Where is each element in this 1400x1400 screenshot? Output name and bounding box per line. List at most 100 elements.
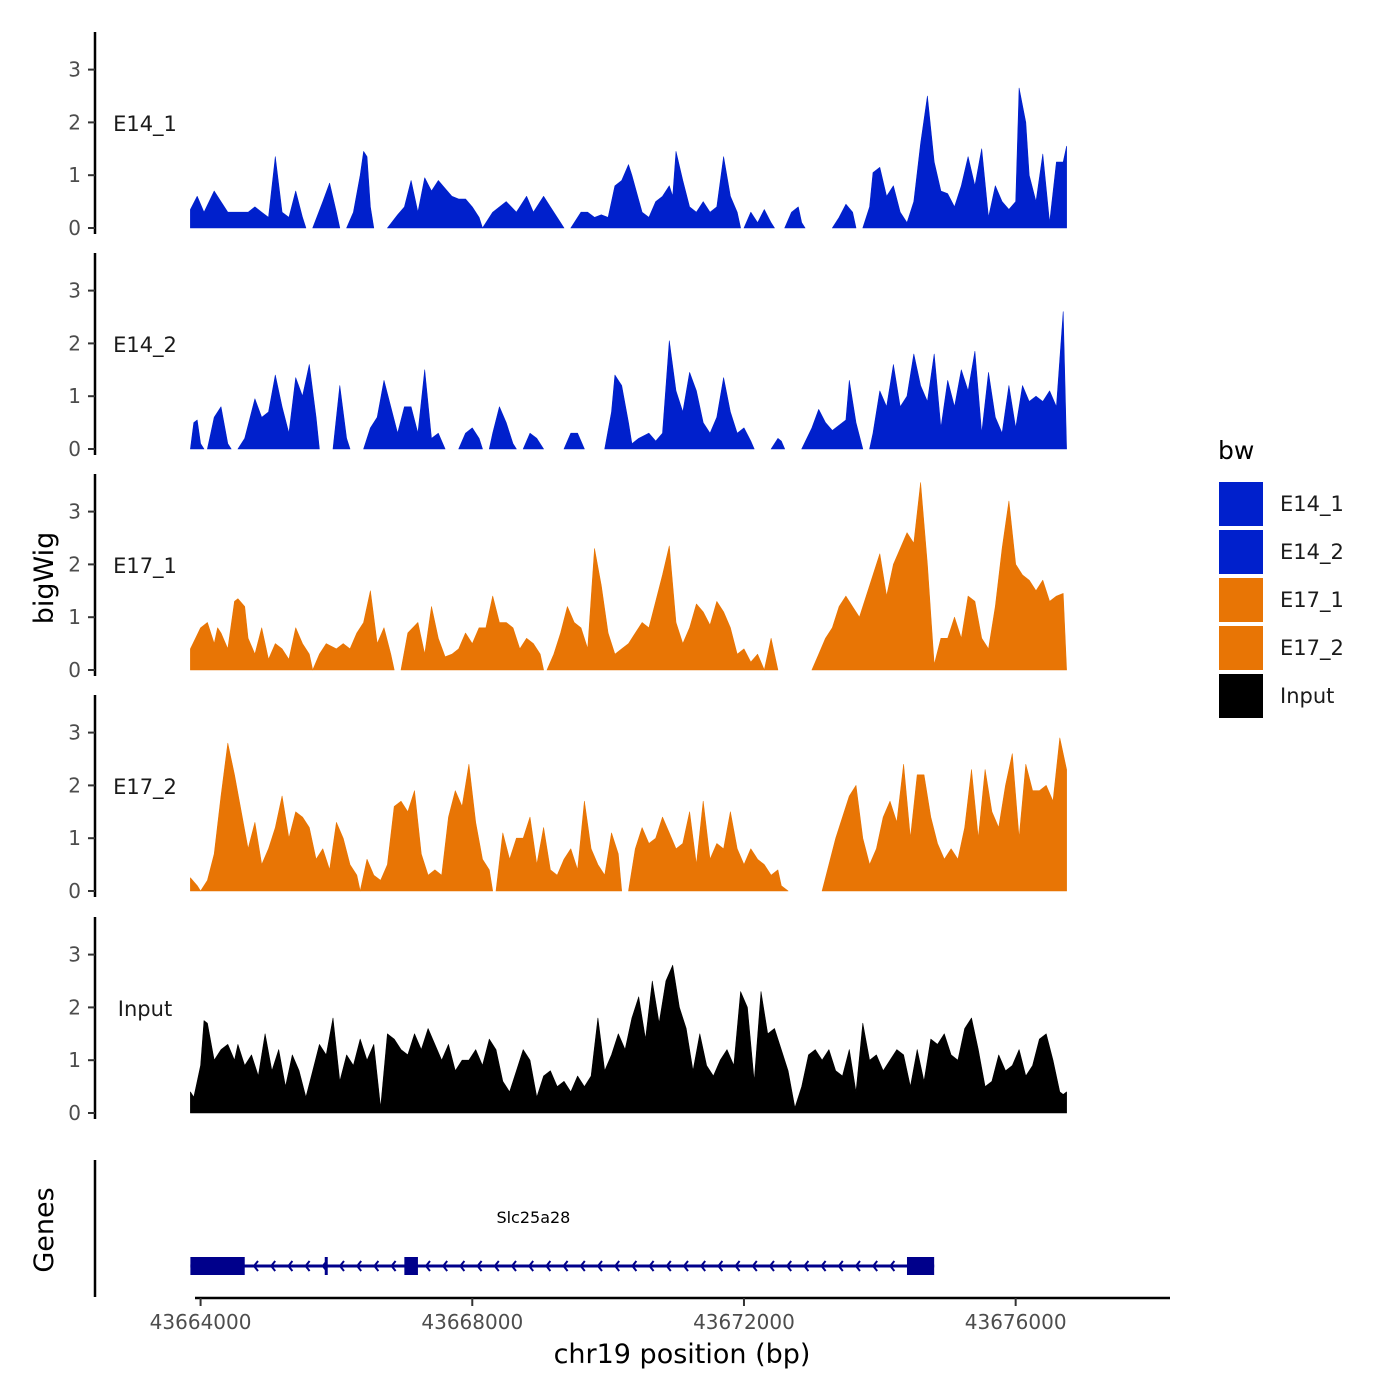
strand-arrow	[441, 1260, 448, 1272]
strand-arrow	[768, 1260, 775, 1272]
legend-label-e14-2: E14_2	[1280, 540, 1344, 565]
strand-arrow	[751, 1260, 758, 1272]
legend: bw E14_1 E14_2 E17_1 E17_2 Input	[1218, 436, 1344, 718]
area-segment-e17-2	[200, 742, 361, 892]
area-segment-e14-2	[332, 385, 351, 450]
strand-arrow	[355, 1260, 362, 1272]
genes-track: Slc25a28	[93, 1160, 935, 1297]
legend-swatch-e14-1	[1219, 482, 1263, 526]
strand-arrow	[390, 1260, 397, 1272]
strand-arrow	[545, 1260, 552, 1272]
area-segment-e14-1	[832, 203, 857, 229]
strand-arrow	[871, 1260, 878, 1272]
area-segment-e17-2	[190, 877, 201, 892]
legend-label-e17-2: E17_2	[1280, 636, 1344, 661]
area-segment-e17-1	[190, 598, 313, 671]
strand-arrow	[682, 1260, 689, 1272]
area-segment-e14-1	[387, 177, 483, 229]
y-tick-label: 0	[68, 658, 81, 682]
area-segment-e14-1	[784, 206, 806, 229]
y-tick-label: 3	[68, 500, 81, 524]
strand-arrow	[476, 1260, 483, 1272]
y-tick-label: 1	[68, 384, 81, 408]
area-segment-e14-2	[801, 380, 864, 450]
strand-arrow	[734, 1260, 741, 1272]
gene-exon	[404, 1257, 418, 1275]
area-segment-e17-1	[312, 590, 395, 671]
area-segment-e17-1	[811, 482, 1067, 671]
strand-arrow	[579, 1260, 586, 1272]
strand-arrow	[252, 1260, 259, 1272]
y-tick-label: 1	[68, 1048, 81, 1072]
area-segment-e17-2	[359, 764, 493, 892]
strand-arrow	[699, 1260, 706, 1272]
strand-arrow	[269, 1260, 276, 1272]
strand-arrow	[338, 1260, 345, 1272]
track-label: E17_2	[113, 775, 177, 800]
area-segment-e17-2	[495, 800, 622, 892]
y-tick-label: 0	[68, 1101, 81, 1125]
track-e14-1: 0 1 2 3 E14_1	[68, 32, 1067, 240]
y-axis-title: bigWig	[29, 532, 60, 625]
x-tick-label: 43664000	[150, 1310, 252, 1334]
track-label: E17_1	[113, 554, 177, 579]
track-e17-2: 0 1 2 3 E17_2	[68, 695, 1067, 903]
area-segment-e14-1	[482, 196, 565, 229]
strand-arrow	[785, 1260, 792, 1272]
strand-arrow	[424, 1260, 431, 1272]
area-segment-e14-2	[190, 419, 205, 450]
strand-arrow	[837, 1260, 844, 1272]
strand-arrow	[510, 1260, 517, 1272]
strand-arrow	[631, 1260, 638, 1272]
signal-tracks: 0 1 2 3 E14_1 0 1 2 3 E14_2 0 1 2 3 E17_1 0 1 2 3 E17_2 0 1 2 3…	[68, 32, 1067, 1125]
area-segment-e17-2	[821, 737, 1067, 892]
genes-axis-title: Genes	[29, 1187, 60, 1272]
strand-arrow	[287, 1260, 294, 1272]
x-tick-label: 43672000	[693, 1310, 795, 1334]
y-tick-label: 1	[68, 826, 81, 850]
strand-arrow	[717, 1260, 724, 1272]
legend-title: bw	[1218, 436, 1254, 465]
track-label: Input	[118, 997, 172, 1021]
strand-arrow	[459, 1260, 466, 1272]
area-segment-e17-2	[628, 800, 789, 892]
area-segment-e17-1	[764, 638, 779, 671]
area-segment-e14-1	[570, 151, 741, 229]
strand-arrow	[613, 1260, 620, 1272]
legend-label-e14-1: E14_1	[1280, 492, 1344, 517]
strand-arrow	[889, 1260, 896, 1272]
y-tick-label: 0	[68, 437, 81, 461]
area-segment-e14-2	[522, 432, 544, 450]
strand-arrow	[562, 1260, 569, 1272]
area-segment-e14-2	[563, 432, 585, 450]
area-segment-e14-2	[770, 438, 785, 450]
gene-label: Slc25a28	[496, 1208, 570, 1227]
y-tick-label: 2	[68, 773, 81, 797]
strand-arrow	[648, 1260, 655, 1272]
track-label: E14_2	[113, 333, 177, 358]
strand-arrow	[854, 1260, 861, 1272]
y-tick-label: 3	[68, 943, 81, 967]
area-segment-e14-1	[346, 151, 375, 229]
area-segment-input	[190, 964, 1067, 1114]
area-segment-e14-2	[869, 311, 1067, 450]
y-tick-label: 2	[68, 552, 81, 576]
area-segment-e14-2	[237, 364, 320, 450]
y-tick-label: 3	[68, 58, 81, 82]
area-segment-e17-1	[546, 545, 765, 671]
x-axis: 43664000 43668000 43672000 43676000	[150, 1296, 1170, 1334]
area-segment-e14-1	[190, 156, 307, 229]
strand-arrow	[527, 1260, 534, 1272]
y-tick-label: 0	[68, 879, 81, 903]
x-tick-label: 43668000	[421, 1310, 523, 1334]
legend-swatch-input	[1219, 674, 1263, 718]
area-segment-e14-2	[489, 406, 517, 450]
area-segment-e14-1	[312, 182, 341, 229]
strand-arrow	[803, 1260, 810, 1272]
strand-arrow	[493, 1260, 500, 1272]
area-segment-e17-1	[400, 595, 544, 671]
track-e14-2: 0 1 2 3 E14_2	[68, 253, 1067, 461]
legend-swatch-e17-1	[1219, 578, 1263, 622]
strand-arrow	[304, 1260, 311, 1272]
